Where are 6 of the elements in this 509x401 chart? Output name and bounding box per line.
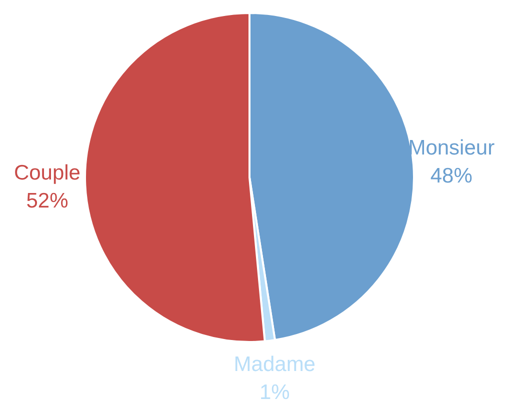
slice-label: Monsieur [408,136,495,160]
data-label: 1% [259,381,290,401]
slice-label: Couple [14,162,80,185]
data-label: 52% [26,190,68,213]
data-label: 48% [430,164,472,188]
slice-label: Madame [234,353,316,376]
